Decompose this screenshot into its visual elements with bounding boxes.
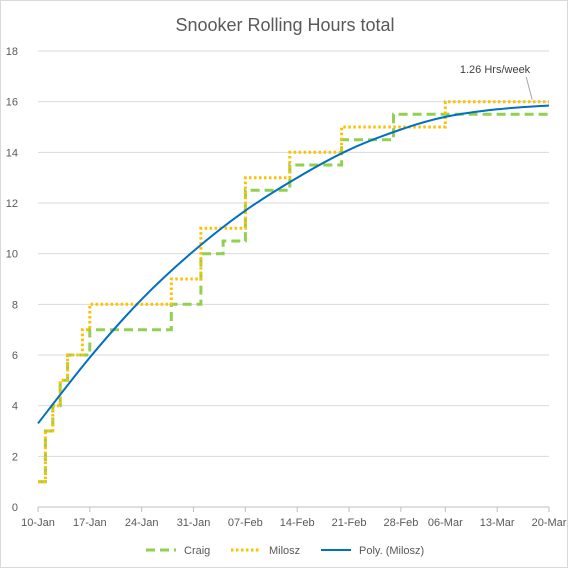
annotations: 1.26 Hrs/week [460, 64, 533, 100]
x-tick-label: 07-Feb [228, 517, 263, 529]
y-tick-label: 6 [12, 350, 18, 362]
chart-title: Snooker Rolling Hours total [175, 15, 394, 35]
y-tick-label: 18 [6, 46, 18, 58]
y-tick-label: 10 [6, 249, 18, 261]
series-line-craig [38, 112, 549, 484]
y-tick-label: 8 [12, 299, 18, 311]
x-tick-label: 14-Feb [280, 517, 315, 529]
series-lines [37, 100, 550, 484]
x-tick-label: 20-Mar [532, 517, 567, 529]
x-tick-label: 24-Jan [125, 517, 159, 529]
y-tick-label: 16 [6, 97, 18, 109]
y-tick-label: 2 [12, 451, 18, 463]
x-tick-label: 13-Mar [480, 517, 515, 529]
x-tick-label: 06-Mar [428, 517, 463, 529]
x-tick-label: 31-Jan [177, 517, 211, 529]
x-tick-label: 17-Jan [73, 517, 107, 529]
axes: 0 2 4 6 8 10 12 14 16 18 10-Jan 17-Jan 24-Jan 31-Jan 0… [6, 46, 567, 529]
y-tick-label: 4 [12, 401, 18, 413]
y-tick-label: 14 [6, 147, 18, 159]
y-tick-label: 12 [6, 198, 18, 210]
series-line-poly-milosz [37, 104, 550, 425]
annotation-label: 1.26 Hrs/week [460, 64, 531, 76]
annotation-leader-line [525, 76, 533, 100]
legend-label: Poly. (Milosz) [359, 545, 424, 557]
legend-label: Milosz [269, 545, 300, 557]
x-tick-label: 28-Feb [383, 517, 418, 529]
x-tick-label: 10-Jan [21, 517, 55, 529]
y-tick-label: 0 [12, 502, 18, 514]
x-tick-label: 21-Feb [332, 517, 367, 529]
series-line-milosz [38, 100, 549, 484]
legend-label: Craig [184, 545, 210, 557]
gridlines [38, 50, 549, 508]
legend: Craig Milosz Poly. (Milosz) [146, 545, 424, 557]
